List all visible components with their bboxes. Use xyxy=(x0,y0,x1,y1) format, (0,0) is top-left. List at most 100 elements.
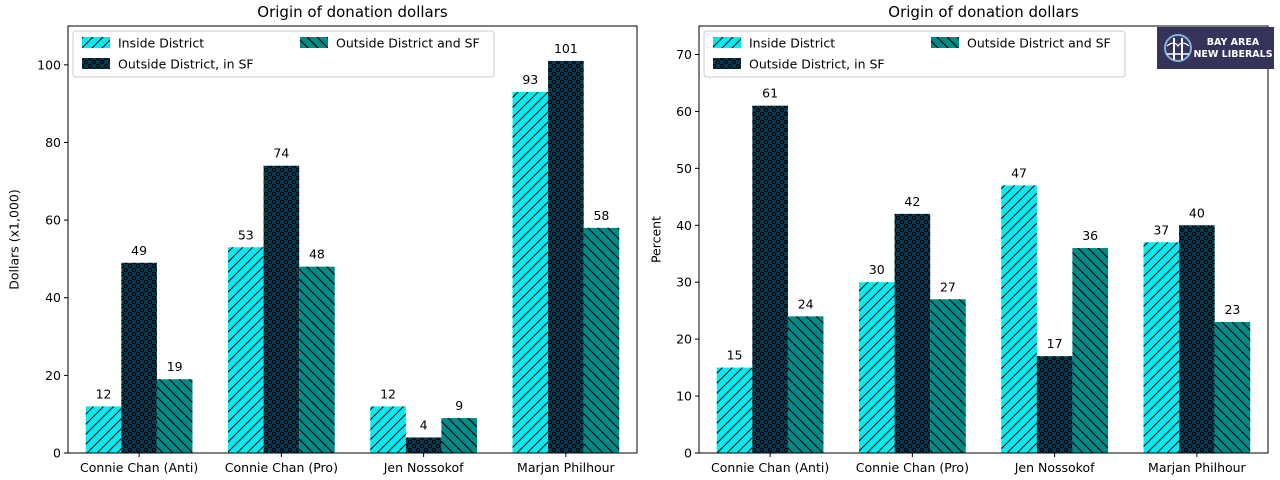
legend-swatch-hatch xyxy=(82,58,110,69)
bar-hatch xyxy=(1001,185,1037,453)
data-label: 37 xyxy=(1153,222,1169,237)
data-label: 36 xyxy=(1082,228,1098,243)
x-tick-label: Marjan Philhour xyxy=(1148,460,1247,475)
data-label: 49 xyxy=(131,243,147,258)
data-label: 30 xyxy=(869,262,885,277)
data-label: 101 xyxy=(554,41,578,56)
bar-hatch xyxy=(228,247,264,453)
y-tick-label: 20 xyxy=(45,368,61,383)
legend: Inside District Outside District, in SF Ou… xyxy=(703,30,1126,78)
bar-hatch xyxy=(894,213,931,453)
chart-panel-1: Origin of donation dollars Dollars (x1,00… xyxy=(7,3,638,475)
data-label: 9 xyxy=(455,398,463,413)
bar-hatch xyxy=(299,266,335,453)
legend-label-1: Inside District xyxy=(749,36,835,51)
plot-frame xyxy=(67,25,638,454)
y-axis-label: Percent xyxy=(649,216,664,263)
data-label: 27 xyxy=(940,279,956,294)
bar-hatch xyxy=(441,418,477,453)
data-label: 23 xyxy=(1224,302,1240,317)
chart-title: Origin of donation dollars xyxy=(888,3,1079,21)
data-label: 4 xyxy=(420,417,428,432)
data-label: 48 xyxy=(309,247,325,262)
data-label: 42 xyxy=(904,194,920,209)
x-tick-label: Connie Chan (Pro) xyxy=(856,460,969,475)
y-tick-label: 0 xyxy=(53,446,61,461)
x-tick-label: Jen Nossokof xyxy=(1014,460,1095,475)
logo-line2: NEW LIBERALS xyxy=(1193,49,1272,60)
x-tick-label: Connie Chan (Anti) xyxy=(80,460,198,475)
legend-swatch-hatch xyxy=(82,37,110,48)
y-tick-label: 20 xyxy=(676,332,692,347)
y-tick-label: 60 xyxy=(676,104,692,119)
bar-hatch xyxy=(1036,356,1073,453)
bar-hatch xyxy=(1143,242,1180,453)
legend: Inside District Outside District, in SF Ou… xyxy=(72,30,495,78)
legend-label-1: Inside District xyxy=(118,36,204,51)
bar-hatch xyxy=(859,282,895,453)
logo-line1: BAY AREA xyxy=(1207,37,1260,48)
bar-hatch xyxy=(121,262,157,453)
y-tick-label: 10 xyxy=(676,389,692,404)
bar-hatch xyxy=(512,91,549,453)
data-label: 47 xyxy=(1011,165,1027,180)
y-tick-label: 40 xyxy=(676,218,692,233)
y-tick-label: 60 xyxy=(45,213,61,228)
bridge-icon xyxy=(1164,34,1192,62)
data-label: 12 xyxy=(96,386,112,401)
y-tick-label: 80 xyxy=(45,135,61,150)
bar-hatch xyxy=(716,367,753,453)
bar-hatch xyxy=(405,437,442,453)
legend-label-2: Outside District, in SF xyxy=(118,57,254,72)
bar-hatch xyxy=(156,379,193,453)
data-label: 93 xyxy=(522,72,538,87)
logo: BAY AREA NEW LIBERALS xyxy=(1157,27,1274,69)
data-label: 19 xyxy=(167,359,183,374)
bar-hatch xyxy=(1214,322,1251,453)
bar-hatch xyxy=(930,299,966,453)
legend-box xyxy=(703,30,1126,78)
y-tick-label: 0 xyxy=(684,446,692,461)
data-label: 53 xyxy=(238,227,254,242)
y-tick-label: 50 xyxy=(676,161,692,176)
legend-box xyxy=(72,30,495,78)
data-label: 58 xyxy=(593,208,609,223)
data-label: 24 xyxy=(798,296,814,311)
bar-hatch xyxy=(583,227,620,453)
data-label: 40 xyxy=(1189,205,1205,220)
bar-hatch xyxy=(787,316,824,453)
x-tick-label: Connie Chan (Anti) xyxy=(711,460,829,475)
y-tick-label: 40 xyxy=(45,290,61,305)
x-tick-label: Connie Chan (Pro) xyxy=(225,460,338,475)
data-label: 15 xyxy=(727,348,743,363)
legend-swatch-hatch xyxy=(713,58,741,69)
plot-frame xyxy=(698,25,1269,454)
data-label: 74 xyxy=(273,146,289,161)
y-axis-label: Dollars (x1,000) xyxy=(7,189,22,289)
data-label: 17 xyxy=(1047,336,1063,351)
bar-hatch xyxy=(263,165,300,453)
chart-title: Origin of donation dollars xyxy=(257,3,448,21)
x-tick-label: Jen Nossokof xyxy=(383,460,464,475)
legend-label-3: Outside District and SF xyxy=(967,36,1111,51)
legend-swatch-hatch xyxy=(931,37,959,48)
y-tick-label: 70 xyxy=(676,47,692,62)
x-tick-label: Marjan Philhour xyxy=(517,460,616,475)
y-tick-label: 30 xyxy=(676,275,692,290)
bar-hatch xyxy=(85,406,122,453)
chart-panel-2: Origin of donation dollars Percent 0 10 20 30… xyxy=(649,3,1269,475)
data-label: 12 xyxy=(380,386,396,401)
legend-swatch-hatch xyxy=(300,37,328,48)
bar-hatch xyxy=(752,105,788,453)
bar-hatch xyxy=(1072,248,1108,453)
y-tick-label: 100 xyxy=(37,57,61,72)
legend-label-2: Outside District, in SF xyxy=(749,57,885,72)
bar-hatch xyxy=(370,406,406,453)
legend-swatch-hatch xyxy=(713,37,741,48)
bar-hatch xyxy=(1179,225,1215,453)
bar-hatch xyxy=(548,60,584,453)
legend-label-3: Outside District and SF xyxy=(336,36,480,51)
data-label: 61 xyxy=(762,86,778,101)
